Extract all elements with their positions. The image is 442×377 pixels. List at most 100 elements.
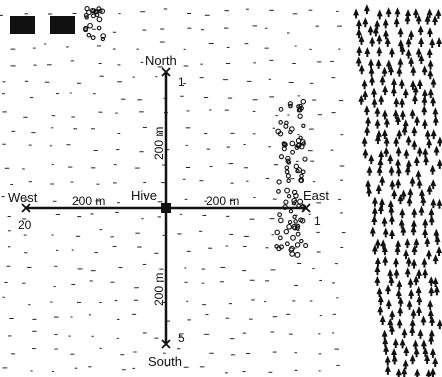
forest — [353, 4, 442, 377]
tree — [383, 344, 390, 355]
tree — [399, 109, 406, 120]
tree — [377, 204, 384, 215]
tree — [369, 226, 376, 237]
tree — [409, 108, 416, 119]
tree — [397, 194, 404, 205]
tree — [407, 187, 414, 198]
flower — [288, 247, 294, 253]
tree — [365, 116, 372, 127]
tree — [398, 78, 405, 89]
tree — [374, 106, 381, 117]
tree — [384, 37, 391, 48]
tree — [374, 19, 381, 30]
tree — [395, 368, 402, 377]
tree — [413, 155, 420, 166]
tree — [371, 215, 378, 226]
tree — [388, 324, 395, 335]
tree — [364, 46, 371, 57]
tree — [428, 334, 435, 345]
tree — [401, 328, 408, 339]
tree — [423, 155, 430, 166]
tree — [435, 8, 442, 19]
flower — [294, 144, 300, 150]
tree — [383, 136, 390, 147]
tree — [402, 88, 409, 99]
tree — [402, 359, 409, 370]
tree — [380, 239, 387, 250]
tree — [393, 268, 400, 279]
tree — [387, 318, 394, 329]
flower — [284, 169, 290, 175]
hive-label: Hive — [131, 188, 157, 203]
tree — [422, 347, 429, 358]
flower — [297, 198, 304, 205]
tree — [432, 356, 439, 367]
tree — [388, 165, 395, 176]
tree — [394, 7, 401, 18]
tree — [391, 189, 398, 200]
tree — [375, 184, 382, 195]
tree — [416, 178, 423, 189]
tree — [369, 75, 376, 86]
tree — [374, 275, 381, 286]
flower — [290, 234, 296, 241]
flower — [288, 129, 293, 135]
flower — [296, 104, 301, 109]
tree — [381, 216, 388, 227]
tree — [424, 129, 431, 140]
tree — [376, 34, 383, 45]
end-markers — [21, 67, 311, 349]
tree — [422, 218, 429, 229]
tree — [374, 264, 381, 275]
tree — [420, 339, 427, 350]
tree — [422, 268, 429, 279]
tree — [409, 325, 416, 336]
tree — [388, 205, 395, 216]
tree — [409, 318, 416, 329]
tree — [356, 45, 363, 56]
flower — [294, 251, 301, 258]
tree — [377, 157, 384, 168]
tree — [411, 126, 418, 137]
tree — [409, 176, 416, 187]
tree — [396, 66, 403, 77]
tree — [397, 306, 404, 317]
tree — [377, 305, 384, 316]
south-marker — [161, 339, 171, 349]
flower — [277, 235, 283, 241]
tree — [395, 114, 402, 125]
flower — [284, 241, 290, 247]
tree — [426, 184, 433, 195]
tree — [410, 65, 417, 76]
tree — [353, 8, 360, 19]
tree — [362, 148, 369, 159]
tree — [371, 87, 378, 98]
tree — [387, 154, 394, 165]
tree — [355, 28, 362, 39]
flower — [288, 103, 293, 109]
tree — [430, 179, 437, 190]
south-site-number: 5 — [178, 331, 185, 345]
tree — [421, 95, 428, 106]
tree — [382, 337, 389, 348]
flower — [286, 178, 291, 184]
tree — [382, 85, 389, 96]
tree — [374, 134, 381, 145]
legend-block-1 — [10, 16, 35, 34]
tree — [358, 34, 365, 45]
flower — [90, 35, 96, 41]
tree — [403, 249, 410, 260]
tree — [381, 66, 388, 77]
tree — [415, 169, 422, 180]
tree — [401, 125, 408, 136]
tree — [375, 129, 382, 140]
flower — [285, 155, 291, 162]
tree — [371, 97, 378, 108]
flower — [284, 120, 289, 126]
tree — [406, 299, 413, 310]
flower — [86, 32, 92, 38]
flower — [86, 9, 92, 16]
tree — [385, 59, 392, 70]
tree — [383, 146, 390, 157]
